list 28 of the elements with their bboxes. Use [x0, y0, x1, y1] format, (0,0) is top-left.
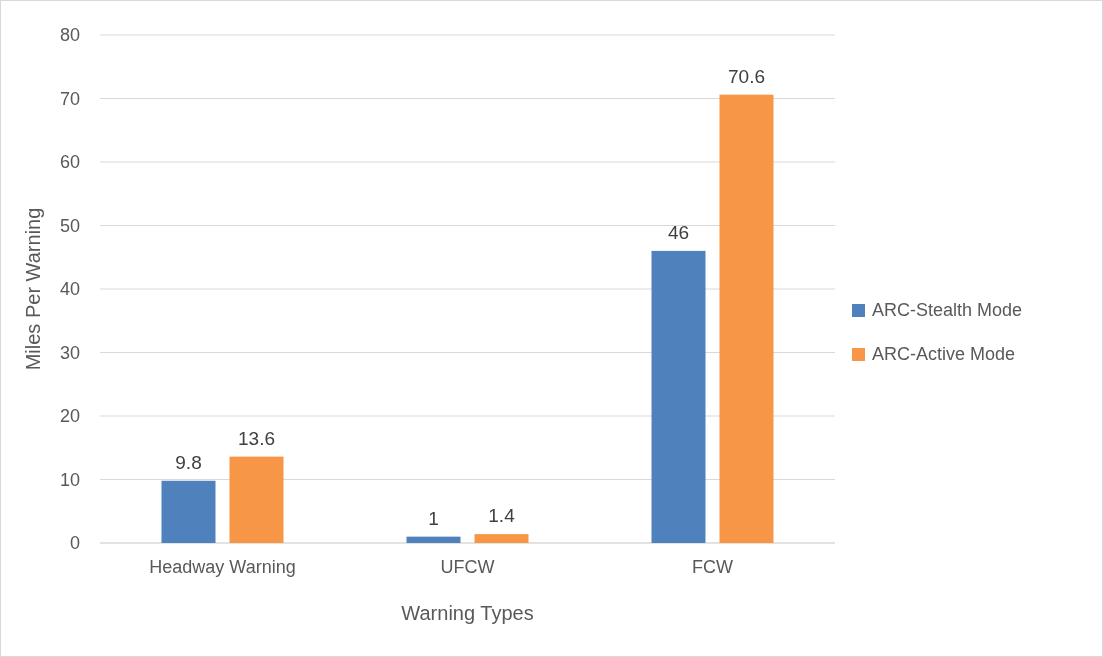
data-label: 70.6 [728, 65, 765, 87]
x-tick-label: UFCW [440, 557, 495, 577]
bar [229, 456, 284, 543]
y-tick-label: 50 [59, 215, 80, 236]
bar [474, 534, 529, 543]
data-label: 13.6 [238, 427, 275, 449]
bar [719, 94, 774, 543]
y-tick-label: 80 [59, 25, 80, 46]
bar [651, 250, 706, 543]
y-tick-label: 0 [69, 533, 80, 554]
y-tick-label: 30 [59, 342, 80, 363]
x-tick-label: Headway Warning [149, 557, 296, 577]
y-tick-label: 40 [59, 279, 80, 300]
data-label: 9.8 [175, 451, 202, 473]
data-label: 1.4 [488, 505, 516, 527]
data-label: 1 [428, 507, 439, 529]
x-tick-label: FCW [692, 557, 733, 577]
data-label: 46 [667, 221, 690, 243]
legend-label: ARC-Stealth Mode [872, 300, 1023, 321]
y-tick-label: 70 [59, 88, 80, 109]
bar [406, 536, 461, 543]
y-tick-label: 20 [59, 406, 80, 427]
x-axis-title: Warning Types [401, 602, 534, 624]
y-axis-title: Miles Per Warning [22, 207, 44, 371]
legend-label: ARC-Active Mode [872, 344, 1016, 365]
y-tick-label: 10 [59, 469, 80, 490]
bar [161, 480, 216, 543]
y-tick-label: 60 [59, 152, 80, 173]
